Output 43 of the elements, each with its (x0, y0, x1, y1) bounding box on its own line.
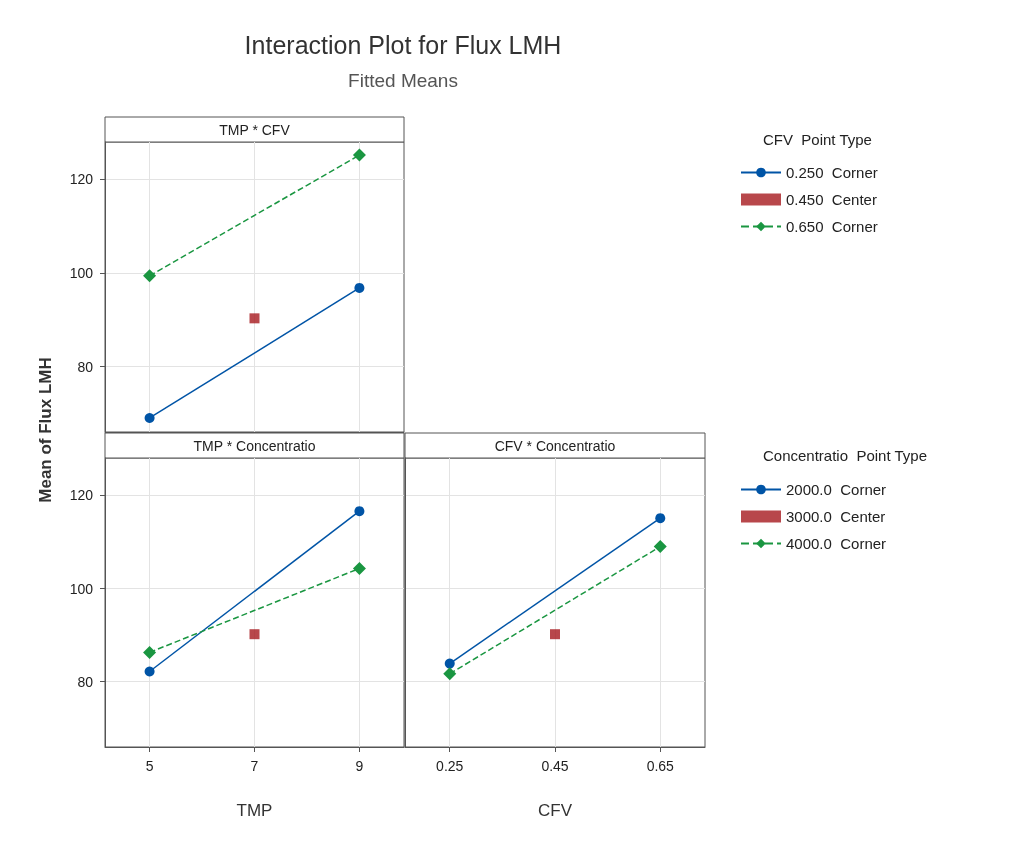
x-tick-label: 0.65 (646, 758, 675, 774)
point (144, 412, 155, 423)
legend-title: CFV Point Type (763, 131, 872, 148)
point (144, 666, 155, 677)
point (655, 513, 666, 524)
point (249, 313, 260, 324)
point (352, 148, 366, 162)
text: Fitted Means (348, 69, 458, 91)
point (653, 540, 667, 554)
point (443, 667, 457, 681)
legend-title: Concentratio Point Type (763, 447, 927, 464)
y-tick-label: 120 (69, 171, 94, 188)
legend-label: 0.450 Center (786, 191, 877, 208)
y-tick-label: 100 (69, 264, 94, 281)
chart-title: TMP * Concentratio (193, 437, 316, 454)
point (444, 658, 455, 669)
point (143, 645, 157, 659)
legend-label: 3000.0 Center (786, 508, 886, 525)
y-tick-label: 120 (69, 487, 94, 504)
x-tick-label: 0.25 (436, 758, 464, 774)
x-axis-title: CFV (538, 801, 573, 820)
point (352, 561, 366, 575)
x-tick-label: 0.45 (541, 758, 569, 774)
legend-label: 4000.0 Corner (786, 535, 887, 552)
y-tick-label: 100 (69, 580, 94, 597)
chart-subtitle: Interaction Plot for Flux LMH (244, 31, 562, 59)
x-tick-label: 5 (145, 758, 154, 774)
legend-label: 2000.0 Corner (786, 481, 887, 498)
x-tick-label: 7 (250, 758, 259, 774)
point (143, 269, 157, 283)
y-axis-title: Mean of Flux LMH (35, 357, 55, 503)
chart-title: TMP * CFV (219, 121, 291, 138)
point (354, 506, 365, 517)
x-axis-title: TMP (236, 801, 273, 820)
point (249, 629, 260, 640)
y-tick-label: 80 (77, 673, 94, 690)
legend-label: 0.650 Corner (786, 218, 878, 235)
y-tick-label: 80 (77, 358, 94, 375)
x-tick-label: 9 (355, 758, 364, 774)
chart-title: CFV * Concentratio (494, 437, 616, 454)
point (354, 282, 365, 293)
point (550, 629, 560, 640)
legend-label: 0.250 Corner (786, 164, 878, 181)
